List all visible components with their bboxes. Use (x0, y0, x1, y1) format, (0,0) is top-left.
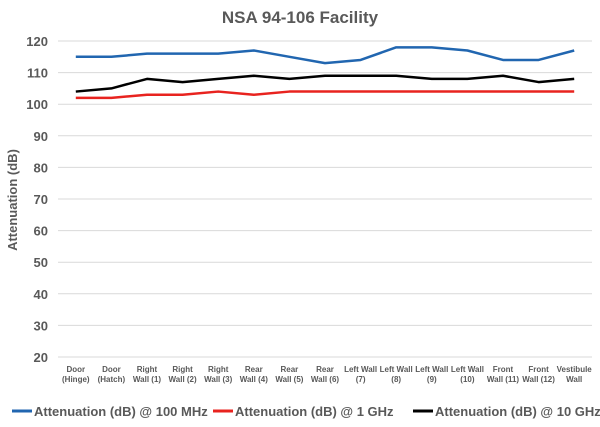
series-line-2 (75, 74, 575, 93)
x-tick-label: Rear Wall (4) (240, 365, 268, 384)
x-tick-label: Right Wall (3) (204, 365, 232, 384)
legend-label: Attenuation (dB) @ 10 GHz (435, 404, 600, 419)
y-tick-label: 40 (34, 287, 48, 302)
series-line-0 (75, 46, 575, 65)
y-tick-label: 50 (34, 255, 48, 270)
x-tick-label-line: Rear (316, 365, 334, 374)
x-tick-label: Front Wall (11) (487, 365, 519, 384)
series-line-1 (75, 90, 575, 100)
x-tick-label: Left Wall (9) (415, 365, 448, 384)
x-tick-label-line: Wall (566, 375, 582, 384)
x-tick-label-line: (9) (427, 375, 437, 384)
x-tick-label: Door (Hinge) (62, 365, 90, 384)
x-tick-label-line: Wall (2) (169, 375, 197, 384)
x-tick-label-line: Door (66, 365, 85, 374)
y-tick-label: 70 (34, 192, 48, 207)
legend-label: Attenuation (dB) @ 1 GHz (235, 404, 394, 419)
y-tick-label: 80 (34, 160, 48, 175)
chart-title: NSA 94-106 Facility (222, 8, 379, 27)
legend-label: Attenuation (dB) @ 100 MHz (34, 404, 208, 419)
y-tick-label: 110 (27, 66, 48, 81)
legend-item: Attenuation (dB) @ 10 GHz (413, 404, 600, 419)
y-tick-label: 30 (34, 318, 48, 333)
x-tick-label-line: Wall (5) (275, 375, 303, 384)
x-tick-label-line: Right (172, 365, 193, 374)
x-tick-label-line: Door (102, 365, 121, 374)
y-axis-ticks: 20 30 40 50 60 70 80 90 100 110 120 (26, 34, 48, 365)
y-axis-label: Attenuation (dB) (5, 149, 20, 251)
x-tick-label-line: (Hatch) (98, 375, 126, 384)
x-tick-label: Right Wall (2) (169, 365, 197, 384)
x-tick-label-line: Wall (4) (240, 375, 268, 384)
x-tick-label: Left Wall (7) (344, 365, 377, 384)
x-tick-label: Front Wall (12) (522, 365, 555, 384)
x-tick-label-line: Wall (3) (204, 375, 232, 384)
x-tick-label-line: (10) (460, 375, 475, 384)
x-tick-label-line: Front (528, 365, 549, 374)
x-tick-label-line: Left Wall (451, 365, 484, 374)
y-tick-label: 90 (34, 129, 48, 144)
series-lines (75, 46, 575, 100)
x-tick-label-line: Wall (1) (133, 375, 161, 384)
x-tick-label-line: Left Wall (344, 365, 377, 374)
x-tick-label-line: Wall (6) (311, 375, 339, 384)
x-tick-label-line: Rear (245, 365, 263, 374)
x-tick-label-line: Wall (11) (487, 375, 519, 384)
x-tick-label: Vestibule Wall (557, 365, 593, 384)
x-tick-label: Rear Wall (5) (275, 365, 303, 384)
x-axis-ticks: Door (Hinge)Door (Hatch)Right Wall (1)Right… (62, 365, 592, 384)
x-tick-label-line: Wall (12) (522, 375, 555, 384)
x-tick-label-line: Left Wall (415, 365, 448, 374)
x-tick-label-line: (7) (356, 375, 366, 384)
x-tick-label-line: Right (137, 365, 158, 374)
legend: Attenuation (dB) @ 100 MHz Attenuation (d… (12, 404, 600, 419)
x-tick-label: Left Wall (8) (380, 365, 413, 384)
x-tick-label-line: (Hinge) (62, 375, 90, 384)
x-tick-label-line: Vestibule (557, 365, 593, 374)
x-tick-label-line: Rear (281, 365, 299, 374)
legend-item: Attenuation (dB) @ 100 MHz (12, 404, 208, 419)
y-tick-label: 100 (26, 97, 48, 112)
y-tick-label: 20 (34, 350, 48, 365)
x-tick-label-line: Left Wall (380, 365, 413, 374)
x-tick-label: Left Wall (10) (451, 365, 484, 384)
x-tick-label-line: Right (208, 365, 229, 374)
x-tick-label: Rear Wall (6) (311, 365, 339, 384)
legend-item: Attenuation (dB) @ 1 GHz (213, 404, 394, 419)
x-tick-label: Door (Hatch) (98, 365, 126, 384)
x-tick-label: Right Wall (1) (133, 365, 161, 384)
x-tick-label-line: Front (493, 365, 514, 374)
y-tick-label: 120 (26, 34, 48, 49)
y-tick-label: 60 (34, 224, 48, 239)
gridlines (58, 40, 592, 358)
x-tick-label-line: (8) (391, 375, 401, 384)
